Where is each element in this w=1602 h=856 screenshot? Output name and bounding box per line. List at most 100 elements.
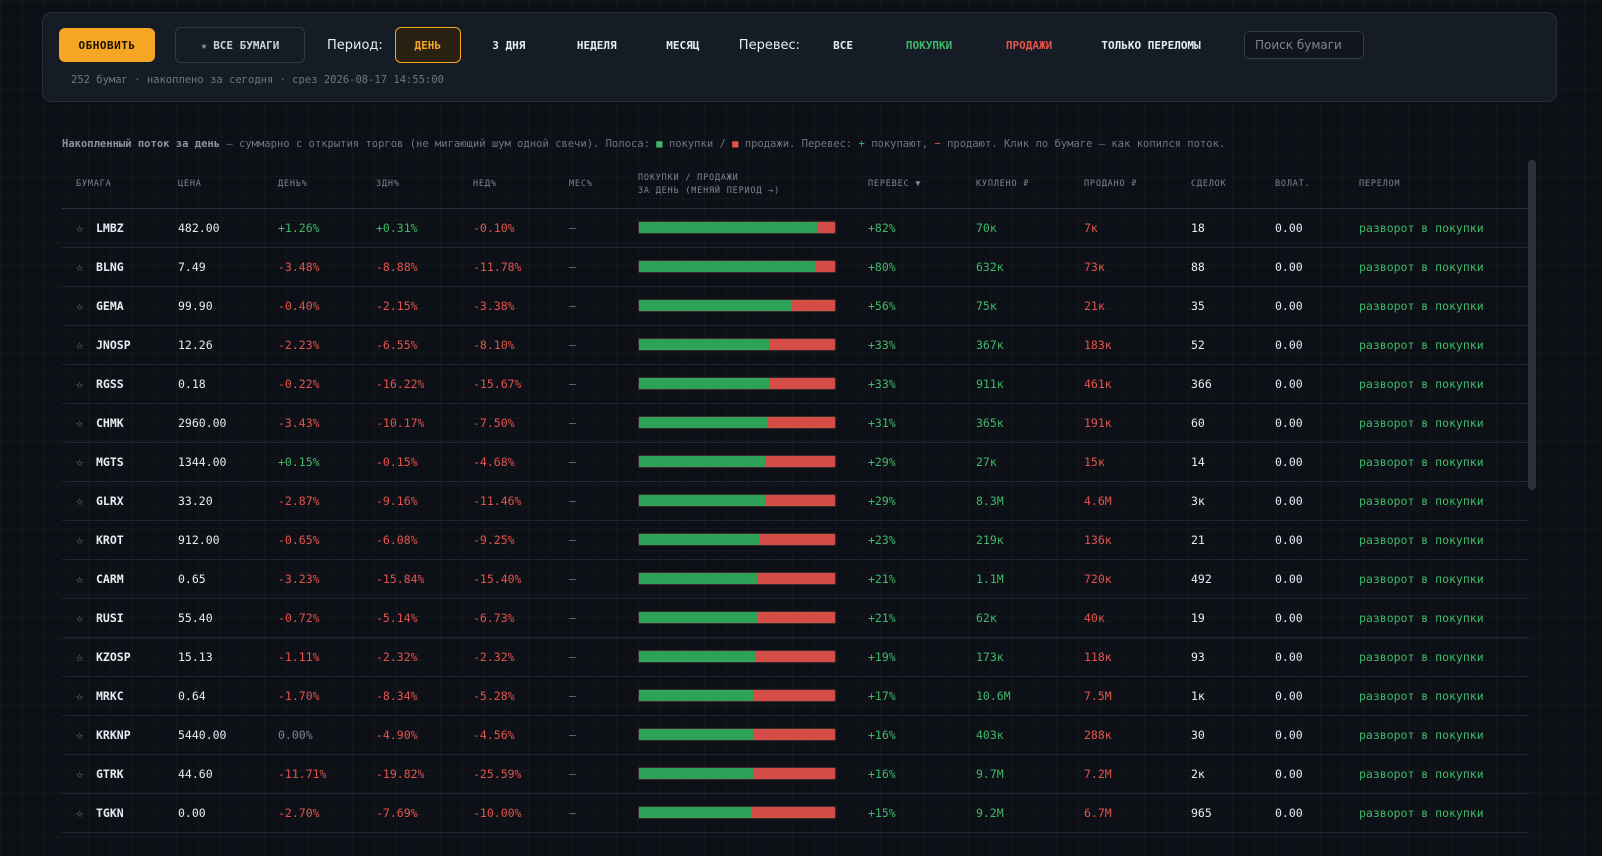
price-cell: 0.00 (178, 806, 206, 820)
trades-cell: 35 (1191, 299, 1205, 313)
legend-part: — суммарно с открытия торгов (не мигающи… (220, 138, 657, 150)
three-day-change-cell: -15.84% (376, 572, 425, 586)
table-row[interactable]: ☆ MGTS 1344.00 +0.15% -0.15% -4.68% — +29% 27к 15… (62, 443, 1529, 482)
ticker-cell: GEMA (96, 299, 124, 313)
turns-only-chip[interactable]: ТОЛЬКО ПЕРЕЛОМЫ (1101, 38, 1201, 52)
table-row[interactable]: ☆ GEMA 99.90 -0.40% -2.15% -3.38% — +56% 75к 21к 3… (62, 287, 1529, 326)
sold-cell: 7.2М (1084, 767, 1112, 781)
legend-part: продажи. Перевес: (738, 138, 859, 150)
table-row[interactable]: ☆ JNOSP 12.26 -2.23% -6.55% -8.10% — +33% 367к 18… (62, 326, 1529, 365)
col-volat[interactable]: ВОЛАТ. (1275, 179, 1311, 189)
buy-share-fill (639, 339, 770, 350)
favorite-star-icon[interactable]: ☆ (76, 221, 84, 235)
favorite-star-icon[interactable]: ☆ (76, 611, 84, 625)
table-row[interactable]: ☆ CHMK 2960.00 -3.43% -10.17% -7.50% — +31% 365к… (62, 404, 1529, 443)
turn-cell: разворот в покупки (1359, 338, 1484, 352)
table-header: БУМАГА ЦЕНА ДЕНЬ% 3ДН% НЕД% МЕС% ПОКУПКИ… (62, 160, 1529, 209)
buy-share-fill (639, 378, 770, 389)
table-row[interactable]: ☆ GLRX 33.20 -2.87% -9.16% -11.46% — +29% 8.3М 4.… (62, 482, 1529, 521)
sold-cell: 40к (1084, 611, 1105, 625)
week-change-cell: -25.59% (473, 767, 522, 781)
table-row[interactable]: ☆ BLNG 7.49 -3.48% -8.88% -11.78% — +80% 632к 73к… (62, 248, 1529, 287)
favorite-star-icon[interactable]: ☆ (76, 806, 84, 820)
day-change-cell: 0.00% (278, 728, 313, 742)
table-row[interactable]: ☆ CARM 0.65 -3.23% -15.84% -15.40% — +21% 1.1М 72… (62, 560, 1529, 599)
col-turn[interactable]: ПЕРЕЛОМ (1359, 179, 1401, 189)
period-month-chip[interactable]: МЕСЯЦ (666, 38, 700, 52)
trades-cell: 366 (1191, 377, 1212, 391)
price-cell: 0.65 (178, 572, 206, 586)
balance-cell: +29% (868, 494, 896, 508)
col-bought[interactable]: КУПЛЕНО ₽ (976, 179, 1030, 189)
month-change-cell: — (569, 377, 576, 391)
bought-cell: 367к (976, 338, 1004, 352)
col-ticker[interactable]: БУМАГА (76, 179, 112, 189)
favorite-star-icon[interactable]: ☆ (76, 533, 84, 547)
table-row[interactable]: ☆ RUSI 55.40 -0.72% -5.14% -6.73% — +21% 62к 40к 1… (62, 599, 1529, 638)
favorite-star-icon[interactable]: ☆ (76, 377, 84, 391)
all-papers-button[interactable]: ★ ВСЕ БУМАГИ (175, 27, 305, 63)
three-day-change-cell: -0.15% (376, 455, 418, 469)
favorite-star-icon[interactable]: ☆ (76, 728, 84, 742)
volat-cell: 0.00 (1275, 533, 1303, 547)
bought-cell: 70к (976, 221, 997, 235)
favorite-star-icon[interactable]: ☆ (76, 260, 84, 274)
period-day-chip[interactable]: ДЕНЬ (394, 27, 461, 63)
turn-cell: разворот в покупки (1359, 299, 1484, 313)
day-change-cell: -3.43% (278, 416, 320, 430)
table-row[interactable]: ☆ KZOSP 15.13 -1.11% -2.32% -2.32% — +19% 173к 11… (62, 638, 1529, 677)
scrollbar[interactable] (1528, 160, 1536, 490)
favorite-star-icon[interactable]: ☆ (76, 494, 84, 508)
volat-cell: 0.00 (1275, 260, 1303, 274)
col-day[interactable]: ДЕНЬ% (278, 179, 308, 189)
bought-cell: 27к (976, 455, 997, 469)
col-balance[interactable]: ПЕРЕВЕС ▼ (868, 179, 922, 189)
balance-cell: +33% (868, 338, 896, 352)
col-week[interactable]: НЕД% (473, 179, 497, 189)
search-input[interactable] (1244, 31, 1365, 59)
col-price[interactable]: ЦЕНА (178, 179, 202, 189)
week-change-cell: -9.25% (473, 533, 515, 547)
balance-cell: +17% (868, 689, 896, 703)
table-row[interactable]: ☆ MRKC 0.64 -1.70% -8.34% -5.28% — +17% 10.6М 7.5… (62, 677, 1529, 716)
col-buy-sell[interactable]: ПОКУПКИ / ПРОДАЖИ ЗА ДЕНЬ (МЕНЯЙ ПЕРИОД →… (638, 172, 780, 198)
three-day-change-cell: -10.17% (376, 416, 425, 430)
sold-cell: 118к (1084, 650, 1112, 664)
col-sold[interactable]: ПРОДАНО ₽ (1084, 179, 1138, 189)
bought-cell: 62к (976, 611, 997, 625)
table-row[interactable]: ☆ TGKN 0.00 -2.70% -7.69% -10.00% — +15% 9.2М 6.7… (62, 794, 1529, 833)
balance-sell-chip[interactable]: ПРОДАЖИ (1005, 38, 1053, 52)
table-row[interactable]: ☆ KROT 912.00 -0.65% -6.08% -9.25% — +23% 219к 13… (62, 521, 1529, 560)
favorite-star-icon[interactable]: ☆ (76, 338, 84, 352)
period-3days-chip[interactable]: 3 ДНЯ (492, 38, 526, 52)
favorite-star-icon[interactable]: ☆ (76, 572, 84, 586)
balance-cell: +19% (868, 650, 896, 664)
trades-cell: 30 (1191, 728, 1205, 742)
legend-part: покупки / (662, 138, 733, 150)
table-row[interactable]: ☆ KRKNP 5440.00 0.00% -4.90% -4.56% — +16% 403к 2… (62, 716, 1529, 755)
sold-cell: 191к (1084, 416, 1112, 430)
ticker-cell: RUSI (96, 611, 124, 625)
volat-cell: 0.00 (1275, 221, 1303, 235)
bought-cell: 219к (976, 533, 1004, 547)
balance-buy-chip[interactable]: ПОКУПКИ (905, 38, 953, 52)
balance-all-chip[interactable]: ВСЕ (833, 38, 853, 52)
price-cell: 15.13 (178, 650, 213, 664)
col-month[interactable]: МЕС% (569, 179, 593, 189)
legend-text: Накопленный поток за день — суммарно с о… (62, 138, 1225, 150)
period-week-chip[interactable]: НЕДЕЛЯ (576, 38, 617, 52)
table-row[interactable]: ☆ GTRK 44.60 -11.71% -19.82% -25.59% — +16% 9.7М… (62, 755, 1529, 794)
col-trades[interactable]: СДЕЛОК (1191, 179, 1227, 189)
month-change-cell: — (569, 611, 576, 625)
favorite-star-icon[interactable]: ☆ (76, 416, 84, 430)
favorite-star-icon[interactable]: ☆ (76, 689, 84, 703)
table-row[interactable]: ☆ LMBZ 482.00 +1.26% +0.31% -0.10% — +82% 70к 7к 1… (62, 209, 1529, 248)
favorite-star-icon[interactable]: ☆ (76, 299, 84, 313)
favorite-star-icon[interactable]: ☆ (76, 767, 84, 781)
table-row[interactable]: ☆ RGSS 0.18 -0.22% -16.22% -15.67% — +33% 911к 46… (62, 365, 1529, 404)
three-day-change-cell: -6.55% (376, 338, 418, 352)
col-3days[interactable]: 3ДН% (376, 179, 400, 189)
favorite-star-icon[interactable]: ☆ (76, 455, 84, 469)
favorite-star-icon[interactable]: ☆ (76, 650, 84, 664)
refresh-button[interactable]: ОБНОВИТЬ (59, 28, 155, 62)
